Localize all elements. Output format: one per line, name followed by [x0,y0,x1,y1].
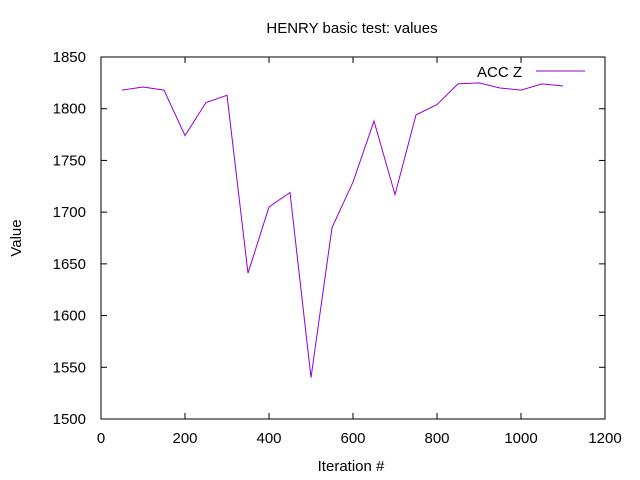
legend: ACC Z [477,64,585,81]
x-tick-label: 800 [424,430,449,447]
y-tick-label: 1800 [53,101,86,118]
y-tick-label: 1500 [53,411,86,428]
legend-label: ACC Z [477,64,522,81]
series-line [121,82,564,378]
y-tick-label: 1600 [53,308,86,325]
x-tick-label: 200 [172,430,197,447]
y-tick-label: 1750 [53,152,86,169]
chart-title: HENRY basic test: values [266,20,437,37]
y-tick-label: 1650 [53,256,86,273]
x-tick-label: 600 [340,430,365,447]
y-axis: 1500 1550 1600 1650 1700 1750 1800 1850 [53,49,605,428]
x-tick-label: 1000 [504,430,537,447]
x-tick-label: 1200 [588,430,621,447]
x-tick-label: 0 [97,430,105,447]
x-axis-label: Iteration # [318,458,385,475]
y-tick-label: 1850 [53,49,86,66]
series-layer [121,82,564,378]
y-tick-label: 1700 [53,204,86,221]
y-tick-label: 1550 [53,359,86,376]
x-axis: 0 200 400 600 800 1000 1200 [97,57,622,447]
x-tick-label: 400 [256,430,281,447]
y-axis-label: Value [8,219,25,256]
plot-frame [100,56,606,420]
